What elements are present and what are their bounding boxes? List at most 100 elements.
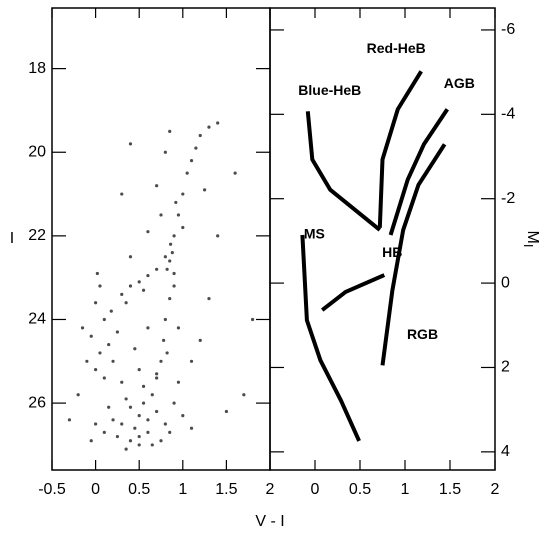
x-axis-label: V - I: [255, 513, 284, 530]
star-point: [165, 267, 169, 271]
star-point: [172, 234, 176, 238]
star-point: [216, 121, 220, 125]
star-point: [102, 430, 106, 434]
y-tick-label: -2: [501, 190, 515, 207]
star-point: [128, 439, 133, 443]
y-tick-label: -6: [501, 21, 515, 38]
sequence-label: Red-HeB: [367, 40, 426, 56]
y-tick-label: -4: [501, 106, 515, 123]
y-tick-label: 26: [28, 394, 46, 411]
star-point: [120, 422, 124, 426]
star-point: [124, 301, 128, 305]
star-point: [137, 368, 141, 372]
x-tick-label: 2: [266, 481, 275, 498]
star-point: [163, 150, 167, 154]
star-point: [111, 359, 115, 363]
sequence-label: Blue-HeB: [298, 82, 361, 98]
star-point: [124, 447, 128, 451]
sequence-curve: [305, 111, 382, 232]
star-point: [203, 188, 207, 192]
y2-label-main: M: [524, 231, 541, 244]
star-point: [159, 439, 163, 443]
y2-axis-label: MI: [521, 231, 541, 248]
star-point: [174, 200, 178, 205]
star-point: [107, 405, 111, 409]
x-tick-label: 0: [311, 481, 320, 498]
star-point: [198, 338, 202, 342]
star-point: [146, 273, 150, 278]
star-point: [189, 359, 194, 363]
star-point: [189, 159, 194, 163]
star-point: [168, 242, 173, 246]
star-point: [146, 430, 150, 434]
star-point: [146, 230, 150, 234]
star-point: [150, 443, 154, 447]
star-point: [207, 125, 211, 129]
star-point: [189, 426, 194, 430]
star-point: [181, 225, 185, 230]
star-point: [172, 271, 176, 276]
star-point: [94, 301, 98, 305]
star-point: [155, 184, 159, 188]
y-tick-label: 20: [28, 143, 46, 160]
star-point: [76, 393, 80, 397]
star-point: [102, 317, 106, 322]
star-point: [233, 171, 237, 175]
star-point: [120, 380, 124, 384]
star-point: [181, 414, 185, 418]
star-point: [185, 171, 189, 175]
left-frame: [51, 7, 271, 471]
x-tick-label: 1.5: [439, 481, 461, 498]
star-point: [250, 317, 255, 322]
star-point: [120, 192, 124, 196]
sequence-curve: [380, 143, 447, 366]
y-tick-label: 2: [501, 359, 510, 376]
star-point: [120, 292, 124, 296]
star-point: [133, 347, 137, 351]
y2-label-sub: I: [521, 244, 536, 248]
star-point: [242, 393, 246, 397]
y-tick-label: 0: [501, 274, 510, 291]
star-point: [128, 142, 133, 146]
star-point: [155, 267, 159, 271]
star-point: [146, 418, 150, 422]
sequence-label: AGB: [444, 75, 475, 91]
star-point: [155, 376, 159, 380]
star-point: [102, 376, 106, 380]
star-point: [146, 326, 150, 330]
x-tick-label: 0.5: [349, 481, 371, 498]
y-tick-label: 4: [501, 443, 510, 460]
star-point: [170, 250, 174, 255]
x-tick-label: 1: [401, 481, 410, 498]
star-point: [124, 397, 128, 401]
sequence-label: MS: [304, 226, 325, 242]
star-point: [159, 213, 163, 217]
y-tick-label: 22: [28, 227, 46, 244]
star-point: [207, 296, 211, 301]
star-point: [128, 405, 133, 409]
star-point: [163, 317, 167, 322]
star-point: [80, 326, 85, 330]
star-point: [155, 409, 159, 414]
star-point: [168, 129, 172, 133]
star-point: [115, 434, 119, 439]
star-point: [115, 330, 119, 334]
star-point: [109, 309, 113, 313]
y-tick-label: 18: [28, 60, 46, 77]
star-point: [141, 384, 146, 388]
star-point: [67, 418, 72, 422]
star-point: [168, 430, 172, 434]
star-point: [107, 342, 111, 347]
star-point: [98, 351, 102, 355]
x-tick-label: 0: [91, 481, 100, 498]
x-tick-label: 0.5: [128, 481, 150, 498]
star-point: [137, 443, 141, 447]
star-point: [176, 213, 181, 217]
x-tick-label: -0.5: [38, 481, 66, 498]
x-tick-label: 1.5: [215, 481, 237, 498]
star-point: [165, 351, 169, 355]
star-point: [172, 401, 176, 405]
star-point: [111, 418, 115, 422]
star-point: [176, 326, 181, 330]
star-point: [137, 414, 141, 418]
